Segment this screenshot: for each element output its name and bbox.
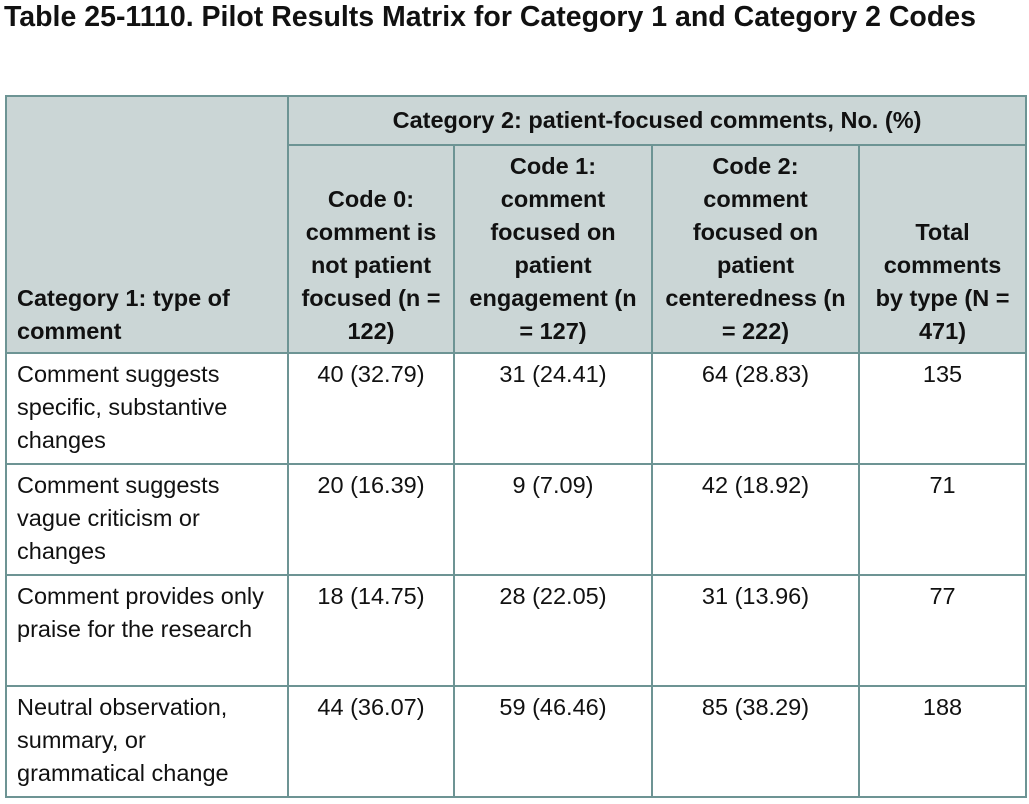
cell: 20 (16.39) xyxy=(287,463,455,576)
cell: 71 xyxy=(857,463,1028,576)
cell: 40 (32.79) xyxy=(287,352,455,465)
cell: 44 (36.07) xyxy=(287,685,455,798)
cell: 77 xyxy=(857,574,1028,687)
cell: 64 (28.83) xyxy=(651,352,860,465)
header-row: Category 1: type of comment Category 2: … xyxy=(5,95,1028,354)
cell: 188 xyxy=(857,685,1028,798)
cell: 85 (38.29) xyxy=(651,685,860,798)
cell: 59 (46.46) xyxy=(453,685,653,798)
column-header: Total comments by type (N = 471) xyxy=(857,144,1028,354)
table-row: Comment suggests specific, substantive c… xyxy=(5,352,1028,465)
header-row: Code 0: comment is not patient focused (… xyxy=(6,144,1028,354)
cell: 31 (13.96) xyxy=(651,574,860,687)
cell: 9 (7.09) xyxy=(453,463,653,576)
group-header: Category 2: patient-focused comments, No… xyxy=(286,95,1028,146)
row-label: Comment suggests vague criticism or chan… xyxy=(5,463,289,576)
table-row: Comment provides only praise for the res… xyxy=(5,574,1028,687)
row-label: Comment suggests specific, substantive c… xyxy=(5,352,289,465)
cell: 42 (18.92) xyxy=(651,463,860,576)
cell: 31 (24.41) xyxy=(453,352,653,465)
row-header: Category 1: type of comment xyxy=(5,95,289,354)
table-row: Comment suggests vague criticism or chan… xyxy=(5,463,1028,576)
row-label: Neutral observation, summary, or grammat… xyxy=(5,685,289,798)
table-body: Comment suggests specific, substantive c… xyxy=(5,352,1028,798)
cell: 28 (22.05) xyxy=(453,574,653,687)
table-title: Table 25-1110. Pilot Results Matrix for … xyxy=(4,1,976,33)
column-header: Code 1: comment focused on patient engag… xyxy=(453,144,653,354)
column-header: Code 0: comment is not patient focused (… xyxy=(287,144,455,354)
column-header: Code 2: comment focused on patient cente… xyxy=(651,144,860,354)
cell: 135 xyxy=(857,352,1028,465)
row-label: Comment provides only praise for the res… xyxy=(5,574,289,687)
table-row: Neutral observation, summary, or grammat… xyxy=(5,685,1028,798)
cell: 18 (14.75) xyxy=(287,574,455,687)
results-table: Category 1: type of comment Category 2: … xyxy=(5,95,1028,798)
